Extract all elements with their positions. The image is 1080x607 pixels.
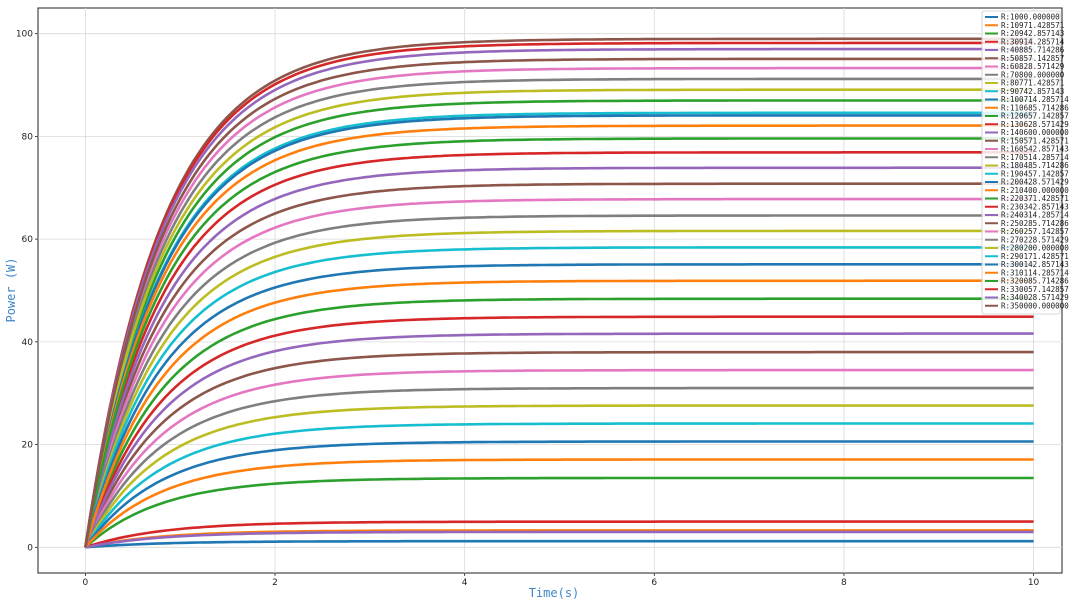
legend-label: R:140600.000000 [1001,128,1069,137]
legend-label: R:310114.285714 [1001,268,1069,277]
series-line [84,368,1034,548]
x-tick-label: 6 [651,578,657,588]
legend-label: R:190457.142857 [1001,169,1069,178]
series-line [85,520,1034,549]
series-line [84,47,1034,548]
legend-label: R:340028.571429 [1001,293,1069,302]
legend-label: R:230342.857143 [1001,202,1069,211]
series-line [84,111,1034,548]
series-line [84,315,1034,548]
series-line [84,350,1034,548]
series-line [84,197,1034,548]
legend-label: R:20942.857143 [1001,29,1064,38]
y-tick-label: 0 [27,543,33,553]
legend-label: R:160542.857143 [1001,145,1069,154]
series-line [84,279,1034,548]
legend-label: R:220371.428571 [1001,194,1069,203]
y-tick-label: 100 [16,30,33,40]
series-line [85,539,1034,549]
legend-label: R:90742.857143 [1001,87,1064,96]
legend-label: R:260257.142857 [1001,227,1069,236]
y-axis-title: Power (W) [4,257,18,322]
plot-area [37,7,1063,574]
legend-label: R:10971.428571 [1001,21,1064,30]
series-line [85,529,1034,549]
legend-label: R:290171.428571 [1001,252,1069,261]
legend-label: R:240314.285714 [1001,211,1069,220]
series-line [84,41,1034,548]
legend-label: R:170514.285714 [1001,153,1069,162]
series-line [84,404,1034,548]
series-line [84,332,1034,548]
series-line [84,458,1034,549]
legend-label: R:100714.285714 [1001,95,1069,104]
x-tick-label: 4 [462,578,468,588]
legend-box [981,10,1061,315]
y-tick-label: 40 [22,338,34,348]
legend: R:1000.000000R:10971.428571R:20942.85714… [981,10,1069,315]
legend-label: R:50857.142857 [1001,54,1064,63]
x-tick-label: 2 [272,578,278,588]
legend-label: R:330057.142857 [1001,285,1069,294]
legend-label: R:130628.571429 [1001,120,1069,129]
legend-label: R:110685.714286 [1001,103,1069,112]
series-line [84,229,1034,548]
y-tick-label: 20 [22,441,34,451]
legend-label: R:70800.000000 [1001,70,1065,79]
y-tick-label: 60 [22,235,34,245]
legend-label: R:180485.714286 [1001,161,1069,170]
legend-label: R:350000.000000 [1001,301,1069,310]
series-line [84,297,1034,548]
legend-label: R:1000.000000 [1001,13,1060,22]
y-tick-label: 80 [22,132,34,142]
series-line [84,476,1034,549]
legend-label: R:300142.857143 [1001,260,1069,269]
series-line [84,114,1034,548]
series-line [84,124,1034,548]
series-line [84,263,1034,548]
series-line [84,214,1034,548]
series-line [84,422,1034,548]
series-line [85,530,1034,549]
series-line [84,246,1034,548]
series-line [84,77,1034,548]
x-tick-label: 0 [83,578,89,588]
x-axis-title: Time(s) [529,586,580,600]
legend-label: R:210400.000000 [1001,186,1069,195]
series-line [84,440,1034,549]
series-line [84,99,1034,548]
legend-label: R:40885.714286 [1001,46,1065,55]
legend-label: R:120657.142857 [1001,112,1069,121]
legend-label: R:270228.571429 [1001,235,1069,244]
series-line [84,386,1034,548]
legend-label: R:250285.714286 [1001,219,1069,228]
series-line [84,151,1034,548]
legend-label: R:150571.428571 [1001,136,1069,145]
x-tick-label: 8 [841,578,847,588]
series-line [84,182,1034,548]
legend-label: R:320085.714286 [1001,277,1069,286]
series-line [84,57,1034,548]
series-line [84,66,1034,548]
series-lines [84,37,1034,549]
legend-label: R:80771.428571 [1001,79,1064,88]
series-line [84,37,1034,548]
series-line [84,166,1034,548]
legend-label: R:60828.571429 [1001,62,1064,71]
series-line [84,88,1034,548]
x-tick-label: 10 [1028,578,1040,588]
series-line [84,137,1034,548]
legend-label: R:30914.285714 [1001,37,1065,46]
legend-label: R:280200.000000 [1001,244,1069,253]
legend-label: R:200428.571429 [1001,178,1069,187]
